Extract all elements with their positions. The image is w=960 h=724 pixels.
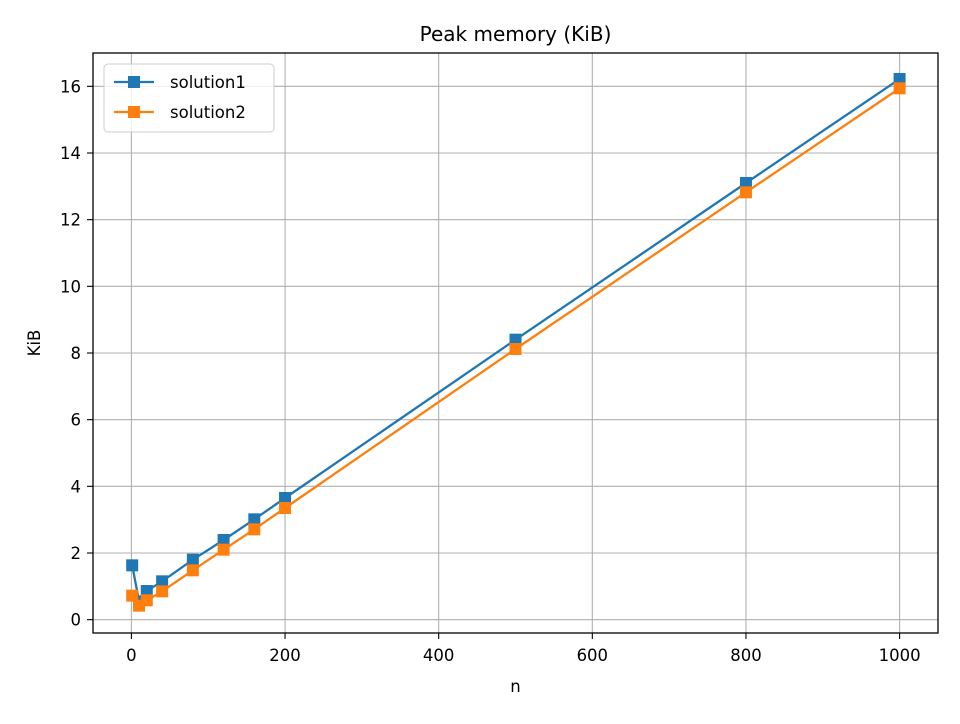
data-point — [140, 594, 153, 607]
y-tick-label: 6 — [71, 411, 82, 430]
data-point — [248, 523, 261, 536]
x-tick-label: 400 — [423, 646, 455, 665]
x-axis-label: n — [510, 677, 520, 696]
x-tick-label: 1000 — [879, 646, 921, 665]
series-layer — [126, 73, 906, 612]
data-point — [893, 82, 906, 95]
y-tick-label: 8 — [71, 344, 82, 363]
data-point — [156, 585, 169, 598]
data-point — [739, 186, 752, 199]
data-point — [279, 492, 292, 504]
x-tick-label: 200 — [269, 646, 301, 665]
legend: solution1 solution2 — [103, 63, 275, 133]
chart-title: Peak memory (KiB) — [420, 22, 612, 46]
legend-marker — [128, 76, 140, 88]
y-tick-label: 4 — [71, 477, 82, 496]
data-point — [893, 73, 906, 85]
data-point — [186, 564, 199, 577]
series-solution2 — [126, 82, 906, 612]
axes-frame — [92, 52, 939, 634]
y-axis-label: KiB — [25, 330, 44, 357]
legend-entry: solution1 — [114, 73, 246, 92]
y-tick-label: 14 — [60, 144, 81, 163]
data-point — [217, 543, 230, 556]
data-point — [126, 559, 139, 572]
data-point — [279, 502, 292, 514]
legend-marker — [128, 106, 140, 118]
data-point — [140, 585, 153, 597]
data-point — [156, 575, 169, 588]
y-axis: 0 2 4 6 8 10 12 14 16 — [60, 77, 93, 630]
data-point — [217, 534, 230, 546]
data-point — [126, 589, 139, 602]
data-point — [509, 333, 522, 346]
data-point — [739, 177, 752, 189]
y-tick-label: 0 — [71, 611, 82, 630]
legend-label: solution1 — [170, 73, 246, 92]
legend-entry: solution2 — [114, 103, 246, 122]
y-tick-label: 12 — [60, 211, 81, 230]
data-point — [186, 553, 199, 566]
x-tick-label: 600 — [577, 646, 609, 665]
x-tick-label: 0 — [126, 646, 137, 665]
y-tick-label: 2 — [71, 544, 82, 563]
y-tick-label: 16 — [60, 77, 81, 96]
legend-label: solution2 — [170, 103, 246, 122]
y-tick-label: 10 — [60, 277, 81, 296]
x-tick-label: 800 — [730, 646, 762, 665]
x-axis: 0 200 400 600 800 1000 — [126, 633, 921, 665]
data-point — [248, 513, 261, 526]
data-point — [509, 343, 522, 355]
